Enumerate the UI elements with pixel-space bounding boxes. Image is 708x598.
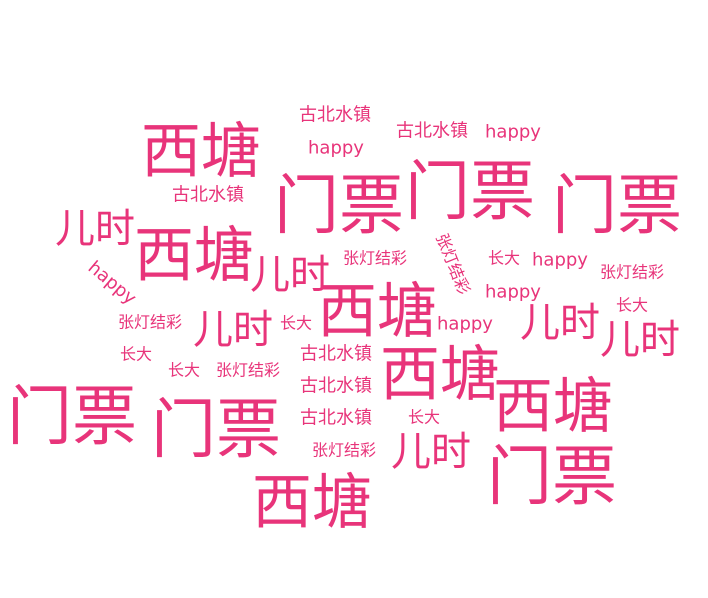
cloud-word: happy [532, 250, 588, 271]
cloud-word: 古北水镇 [396, 121, 468, 142]
cloud-word: 儿时 [55, 206, 135, 252]
cloud-word: 西塘 [317, 277, 437, 347]
cloud-word: 张灯结彩 [432, 231, 474, 297]
cloud-word: 古北水镇 [300, 408, 372, 429]
cloud-word: 张灯结彩 [118, 313, 182, 332]
cloud-word: 古北水镇 [300, 344, 372, 365]
cloud-word: happy [437, 314, 493, 335]
cloud-word: happy [485, 122, 541, 143]
cloud-word: happy [308, 138, 364, 159]
cloud-word: 古北水镇 [172, 185, 244, 206]
cloud-word: 儿时 [193, 307, 273, 353]
cloud-word: 西塘 [252, 468, 372, 538]
cloud-word: happy [485, 282, 541, 303]
cloud-word: 门票 [7, 380, 137, 455]
cloud-word: 长大 [408, 408, 440, 427]
cloud-word: 长大 [488, 249, 520, 268]
cloud-word: 张灯结彩 [216, 361, 280, 380]
cloud-word: happy [84, 257, 141, 309]
cloud-word: 门票 [151, 393, 281, 468]
cloud-word: 长大 [280, 314, 312, 333]
cloud-word: 门票 [552, 169, 682, 244]
cloud-word: 门票 [487, 440, 617, 515]
cloud-word: 门票 [274, 169, 404, 244]
cloud-word: 西塘 [380, 340, 500, 410]
cloud-word: 儿时 [391, 429, 471, 475]
cloud-word: 长大 [120, 345, 152, 364]
cloud-word: 长大 [616, 296, 648, 315]
cloud-word: 西塘 [493, 372, 613, 442]
cloud-word: 西塘 [141, 117, 261, 187]
cloud-word: 张灯结彩 [343, 249, 407, 268]
cloud-word: 张灯结彩 [312, 441, 376, 460]
cloud-word: 古北水镇 [300, 376, 372, 397]
cloud-word: 张灯结彩 [600, 263, 664, 282]
cloud-word: 古北水镇 [299, 105, 371, 126]
cloud-word: 西塘 [134, 221, 254, 291]
cloud-word: 门票 [405, 155, 535, 230]
cloud-word: 儿时 [250, 252, 330, 298]
cloud-word: 儿时 [600, 317, 680, 363]
cloud-word: 长大 [168, 361, 200, 380]
cloud-word: 儿时 [520, 300, 600, 346]
